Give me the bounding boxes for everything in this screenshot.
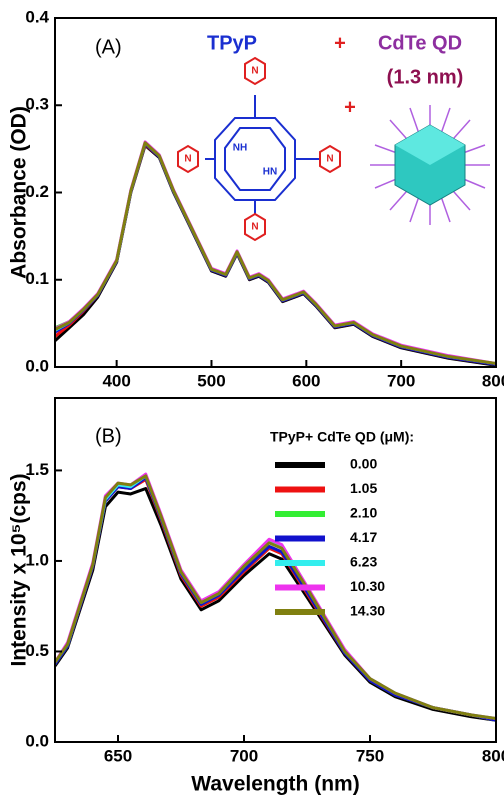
spectrum-line [55, 474, 496, 720]
y-tick-label: 0.5 [25, 641, 49, 660]
plot-frame [54, 397, 497, 743]
x-tick-label: 400 [102, 371, 130, 390]
x-tick-label: 500 [197, 371, 225, 390]
annotation: + [334, 32, 346, 54]
legend-label: 0.00 [350, 456, 377, 472]
y-tick-label: 0.4 [25, 7, 49, 26]
x-tick-label: 650 [104, 746, 132, 765]
legend-label: 6.23 [350, 554, 377, 570]
y-tick-label: 0.2 [25, 182, 49, 201]
x-tick-label: 750 [356, 746, 384, 765]
tpyp-structure [177, 56, 341, 242]
y-tick-label: 1.5 [25, 460, 49, 479]
y-axis-label: Absorbance (OD) [8, 106, 31, 279]
y-tick-label: 0.3 [25, 95, 49, 114]
x-tick-label: 600 [292, 371, 320, 390]
structure-label: N [251, 222, 258, 233]
y-tick-label: 0.0 [25, 356, 49, 375]
annotation: + [344, 96, 356, 118]
annotation: CdTe QD [378, 32, 462, 54]
legend-title: TPyP+ CdTe QD (μM): [270, 429, 414, 445]
legend-label: 2.10 [350, 505, 377, 521]
x-tick-label: 800 [482, 746, 504, 765]
spectrum-line [55, 472, 496, 720]
structure-label: N [326, 154, 333, 165]
spectrum-line [55, 141, 496, 365]
structure-label: HN [263, 167, 277, 178]
y-tick-label: 1.0 [25, 550, 49, 569]
x-tick-label: 700 [230, 746, 258, 765]
structure-label: N [251, 66, 258, 77]
structure-label: NH [233, 143, 247, 154]
x-tick-label: 800 [482, 371, 504, 390]
legend-label: 14.30 [350, 603, 385, 619]
legend-label: 4.17 [350, 529, 377, 545]
y-tick-label: 0.0 [25, 731, 49, 750]
legend-label: 1.05 [350, 480, 377, 496]
quantum-dot [370, 105, 490, 225]
annotation: (B) [95, 425, 122, 447]
x-axis-label: Wavelength (nm) [191, 773, 359, 796]
legend-label: 10.30 [350, 578, 385, 594]
y-tick-label: 0.1 [25, 269, 49, 288]
structure-label: N [184, 154, 191, 165]
x-tick-label: 700 [387, 371, 415, 390]
annotation: (1.3 nm) [387, 66, 464, 88]
spectrum-line [55, 487, 496, 722]
annotation: TPyP [207, 32, 257, 54]
y-axis-label: Intensity x 10⁵(cps) [8, 473, 31, 666]
annotation: (A) [95, 36, 122, 58]
